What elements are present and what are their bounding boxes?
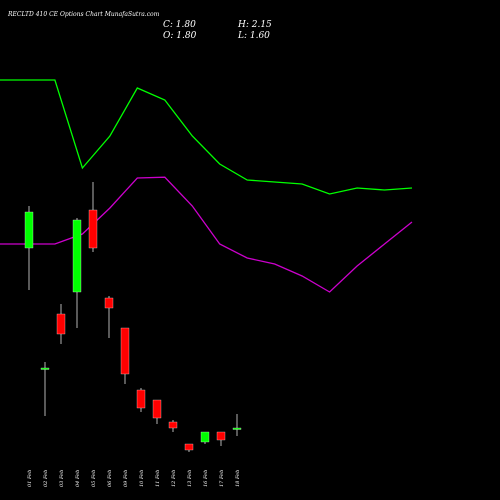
candle-13-feb xyxy=(184,443,194,452)
candle-body xyxy=(40,367,50,370)
candle-18-feb xyxy=(232,414,242,436)
candle-06-feb xyxy=(104,296,114,338)
candle-body xyxy=(104,297,114,309)
candle-body xyxy=(72,219,82,293)
candle-body xyxy=(24,211,34,249)
candle-body xyxy=(136,389,146,409)
x-tick-label: 06 Feb xyxy=(107,470,113,487)
low-readout: L: 1.60 xyxy=(237,31,270,41)
x-tick-label: 01 Feb xyxy=(27,470,33,487)
x-tick-label: 17 Feb xyxy=(219,470,225,487)
x-tick-label: 05 Feb xyxy=(91,470,97,487)
x-tick-label: 10 Feb xyxy=(139,470,145,487)
x-axis-ticks: 01 Feb 02 Feb 03 Feb 04 Feb 05 Feb 06 Feb 09 F… xyxy=(27,470,241,487)
lower-band-line xyxy=(0,176,413,293)
x-tick-label: 16 Feb xyxy=(203,470,209,487)
candle-body xyxy=(216,431,226,441)
x-tick-label: 02 Feb xyxy=(43,470,49,487)
candle-body xyxy=(152,399,162,419)
x-tick-label: 11 Feb xyxy=(155,470,161,487)
candle-body xyxy=(88,209,98,249)
candle-17-feb xyxy=(216,431,226,446)
candle-04-feb xyxy=(72,218,82,328)
bands-layer xyxy=(0,79,413,293)
x-tick-label: 13 Feb xyxy=(187,470,193,487)
open-readout: O: 1.80 xyxy=(163,31,197,41)
candle-09-feb xyxy=(120,327,130,384)
high-readout: H: 2.15 xyxy=(237,20,272,30)
candle-10-feb xyxy=(136,388,146,412)
candle-body xyxy=(232,427,242,430)
candle-12-feb xyxy=(168,420,178,432)
candle-11-feb xyxy=(152,399,162,424)
candle-03-feb xyxy=(56,304,66,344)
candle-body xyxy=(120,327,130,375)
candle-body xyxy=(56,313,66,335)
candle-body xyxy=(200,431,210,443)
upper-band-line xyxy=(0,79,413,195)
chart-title: RECLTD 410 CE Options Chart MunafaSutra.… xyxy=(7,11,160,18)
candle-body xyxy=(168,421,178,429)
candle-05-feb xyxy=(88,182,98,252)
candle-body xyxy=(184,443,194,451)
x-tick-label: 03 Feb xyxy=(59,470,65,487)
candle-02-feb xyxy=(40,362,50,416)
x-tick-label: 04 Feb xyxy=(75,470,81,487)
candle-16-feb xyxy=(200,431,210,444)
candle-01-feb xyxy=(24,206,34,290)
close-readout: C: 1.80 xyxy=(163,20,196,30)
x-tick-label: 09 Feb xyxy=(123,470,129,487)
candles-layer xyxy=(24,182,242,452)
x-tick-label: 12 Feb xyxy=(171,470,177,487)
x-tick-label: 18 Feb xyxy=(235,470,241,487)
